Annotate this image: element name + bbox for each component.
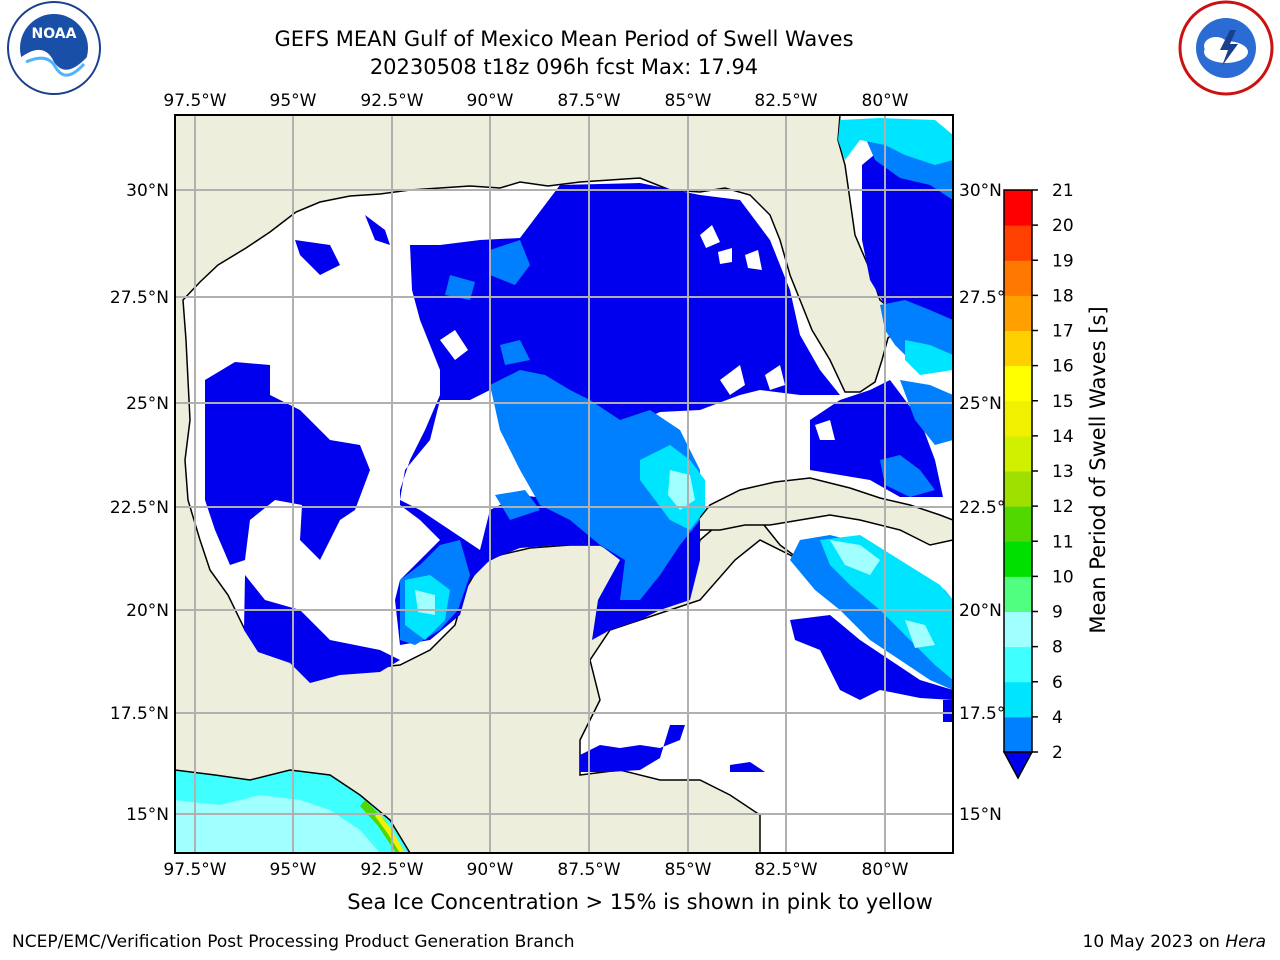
- colorbar-segment: [1004, 400, 1032, 437]
- colorbar-tick-label: 4: [1052, 708, 1063, 728]
- lat-label-left: 27.5°N: [110, 288, 169, 308]
- lon-label-top: 87.5°W: [557, 91, 620, 111]
- lat-label-left: 17.5°N: [110, 704, 169, 724]
- chart-title: GEFS MEAN Gulf of Mexico Mean Period of …: [274, 27, 854, 51]
- lon-label-bottom: 82.5°W: [754, 860, 817, 880]
- lon-label-top: 90°W: [467, 91, 514, 111]
- colorbar-segment: [1004, 225, 1032, 261]
- colorbar-tick-label: 18: [1052, 286, 1074, 306]
- lon-label-bottom: 90°W: [467, 860, 514, 880]
- swell-band-2-4: [205, 150, 953, 772]
- footer-credit: NCEP/EMC/Verification Post Processing Pr…: [12, 932, 575, 952]
- lon-label-bottom: 92.5°W: [360, 860, 423, 880]
- lon-label-top: 92.5°W: [360, 91, 423, 111]
- lon-label-top: 85°W: [665, 91, 712, 111]
- lat-label-left: 20°N: [126, 601, 169, 621]
- lat-label-right: 30°N: [959, 181, 1002, 201]
- colorbar-segment: [1004, 576, 1032, 612]
- colorbar-segment: [1004, 435, 1032, 472]
- colorbar-tick-label: 21: [1052, 181, 1074, 201]
- lat-label-left: 22.5°N: [110, 498, 169, 518]
- lat-label-right: 20°N: [959, 601, 1002, 621]
- colorbar-tick-label: 2: [1052, 743, 1063, 763]
- lon-label-bottom: 85°W: [665, 860, 712, 880]
- footer-host: Hera: [1225, 932, 1266, 952]
- colorbar-segment: [1004, 190, 1032, 226]
- lon-label-top: 95°W: [270, 91, 317, 111]
- lat-label-left: 15°N: [126, 805, 169, 825]
- colorbar-tick-label: 10: [1052, 567, 1074, 587]
- colorbar-tick-label: 6: [1052, 673, 1063, 693]
- map-frame: [174, 114, 954, 854]
- chart-subtitle: 20230508 t18z 096h fcst Max: 17.94: [369, 55, 759, 79]
- colorbar-segment: [1004, 295, 1032, 331]
- colorbar-tick-label: 14: [1052, 427, 1074, 447]
- colorbar-segment: [1004, 681, 1032, 718]
- colorbar-extension: [1002, 751, 1034, 780]
- lat-label-left: 25°N: [126, 394, 169, 414]
- colorbar-tick-label: 8: [1052, 638, 1063, 658]
- colorbar-segment: [1004, 330, 1032, 367]
- lon-label-bottom: 87.5°W: [557, 860, 620, 880]
- cuba-land: [688, 477, 953, 546]
- colorbar-segment: [1004, 365, 1032, 402]
- colorbar-tick-label: 12: [1052, 497, 1074, 517]
- lon-label-top: 80°W: [862, 91, 909, 111]
- lon-label-bottom: 97.5°W: [163, 860, 226, 880]
- colorbar-tick-label: 16: [1052, 357, 1074, 377]
- sea-ice-note: Sea Ice Concentration > 15% is shown in …: [347, 890, 933, 914]
- national-weather-service-logo: [1178, 0, 1274, 96]
- colorbar-segment: [1004, 506, 1032, 542]
- footer-date: 10 May 2023 on Hera: [1082, 932, 1267, 952]
- lat-label-left: 30°N: [126, 181, 169, 201]
- colorbar-segment: [1004, 260, 1032, 296]
- map-gridlines: [175, 115, 953, 853]
- colorbar-tick-label: 19: [1052, 251, 1074, 271]
- colorbar: 2 4 6 8 9 10 11 12 13 14 15 16 17 18 19 20 21: [1002, 181, 1074, 780]
- lon-label-top: 82.5°W: [754, 91, 817, 111]
- noaa-logo: NOAA: [7, 1, 101, 95]
- svg-text:NOAA: NOAA: [32, 26, 77, 42]
- lon-label-top: 97.5°W: [163, 91, 226, 111]
- colorbar-segment: [1004, 611, 1032, 648]
- colorbar-segment: [1004, 541, 1032, 577]
- colorbar-segment: [1004, 716, 1032, 753]
- colorbar-segment: [1004, 471, 1032, 507]
- colorbar-tick-label: 20: [1052, 216, 1074, 236]
- lat-label-right: 15°N: [959, 805, 1002, 825]
- colorbar-tick-label: 13: [1052, 462, 1074, 482]
- colorbar-segment: [1004, 646, 1032, 683]
- lat-label-right: 25°N: [959, 394, 1002, 414]
- colorbar-tick-label: 17: [1052, 322, 1074, 342]
- colorbar-tick-label: 9: [1052, 603, 1063, 623]
- lon-label-bottom: 80°W: [862, 860, 909, 880]
- lon-label-bottom: 95°W: [270, 860, 317, 880]
- colorbar-tick-label: 11: [1052, 532, 1074, 552]
- colorbar-tick-label: 15: [1052, 392, 1074, 412]
- colorbar-label: Mean Period of Swell Waves [s]: [1086, 306, 1110, 634]
